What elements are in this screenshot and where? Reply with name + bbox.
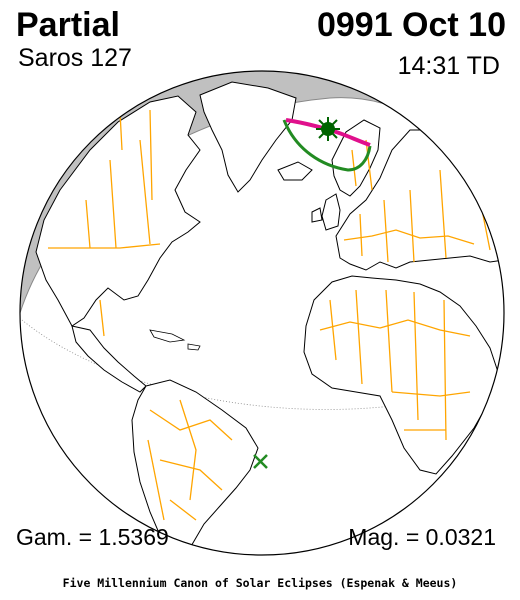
gamma-label: Gam. = 1.5369 xyxy=(16,524,169,551)
greatest-eclipse-marker xyxy=(316,117,340,141)
madagascar-land xyxy=(492,412,502,440)
credit-footer: Five Millennium Canon of Solar Eclipses … xyxy=(0,576,520,590)
magnitude-label: Mag. = 0.0321 xyxy=(348,524,496,551)
